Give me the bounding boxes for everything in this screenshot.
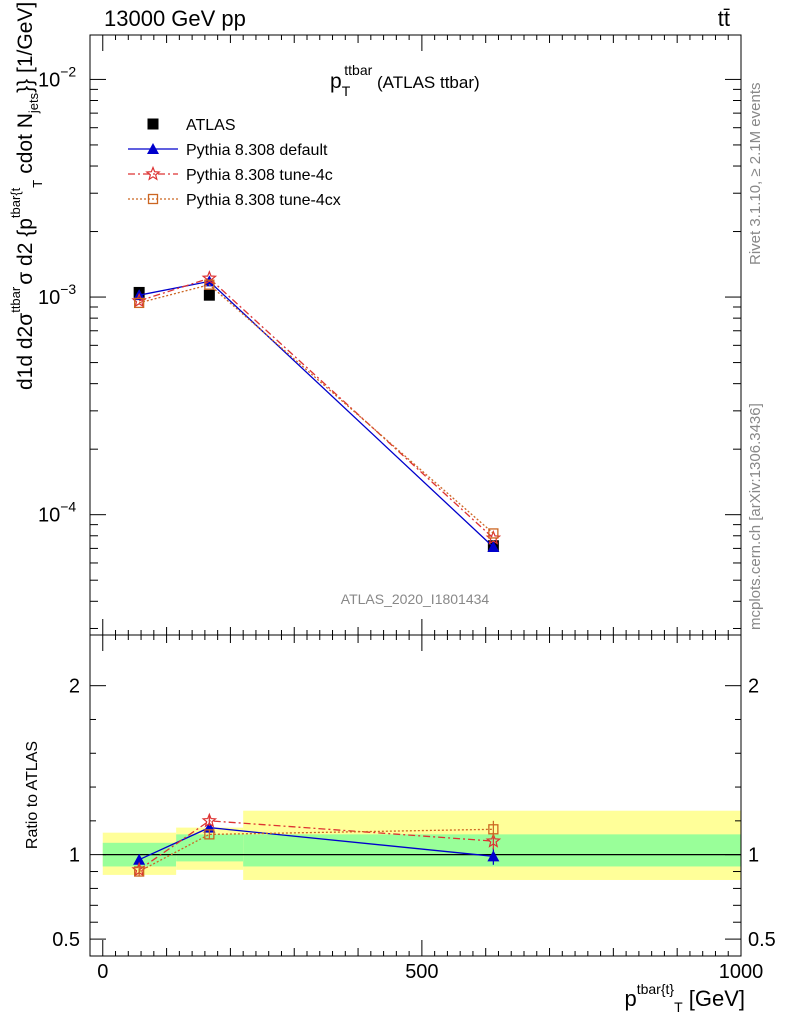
ylabel-tail: cdot N	[14, 113, 37, 174]
main-panel: 10−210−310−4 pTttbar (ATLAS ttbar) ATLAS…	[8, 2, 742, 636]
title-sub: T	[342, 83, 351, 99]
ratio-point	[488, 824, 499, 835]
data-point	[487, 541, 500, 553]
ratio-y-tick-label: 0.5	[52, 929, 80, 951]
ylabel-sub: T	[30, 180, 45, 188]
y-tick-label: 10−3	[38, 281, 76, 309]
legend-marker	[147, 193, 159, 205]
ratio-y-tick-label: 2	[69, 676, 80, 698]
main-ticks: 10−2 10−3 10−4	[38, 35, 742, 635]
ratio-point	[487, 850, 500, 862]
legend-label: ATLAS	[186, 117, 236, 134]
legend-label: Pythia 8.308 default	[186, 142, 328, 159]
ratio-point	[204, 829, 215, 840]
svg-text:d1d d2σttbarσ d2 {ptbar{tTcdot: d1d d2σttbarσ d2 {ptbar{t Tcdot Njets}} […	[8, 2, 45, 390]
xlabel-sup: tbar{t}	[637, 981, 675, 997]
ratio-y-tick-label-right: 0.5	[748, 929, 776, 951]
title-sup: ttbar	[344, 62, 372, 78]
ylabel-tailsub: jets	[26, 92, 41, 114]
legend-entry: Pythia 8.308 default	[128, 142, 328, 159]
series-line	[138, 277, 494, 539]
ratio-y-tick-label-right: 2	[748, 676, 759, 698]
legend-marker	[147, 118, 159, 130]
y-tick-exponent: −4	[60, 499, 76, 515]
ylabel-sup: ttbar	[8, 286, 23, 313]
ratio-point	[133, 866, 145, 877]
ratio-xlabel: ptbar{t} T [GeV]	[624, 981, 745, 1015]
series-pythia-8-308-tune-4cx	[133, 279, 499, 539]
xlabel-rest: [GeV]	[683, 986, 745, 1011]
rivet-label: Rivet 3.1.10, ≥ 2.1M events	[747, 83, 764, 266]
ratio-panel: 2 2 1 1 0.5 0.5 0 500 1000 Ratio to ATLAS ptbar{…	[24, 634, 776, 1015]
ratio-frame	[89, 634, 742, 957]
xlabel-p: p	[624, 986, 636, 1011]
ratio-series-pythia-8-308-tune-4cx	[133, 820, 499, 877]
legend-label: Pythia 8.308 tune-4c	[186, 167, 333, 184]
x-tick-label: 0	[97, 961, 108, 983]
main-series	[131, 270, 502, 553]
analysis-watermark: ATLAS_2020_I1801434	[341, 591, 490, 607]
header-process: tt̄	[718, 6, 730, 31]
data-point	[133, 297, 145, 309]
series-pythia-8-308-tune-4c	[131, 270, 502, 545]
ratio-point	[133, 853, 146, 865]
ylabel-mid: σ d2 {p	[14, 218, 37, 285]
x-tick-label: 1000	[719, 961, 764, 983]
ratio-point	[201, 812, 218, 828]
data-point	[201, 270, 218, 285]
title-rest: (ATLAS ttbar)	[372, 73, 479, 92]
ylabel-end: }} [1/GeV]	[14, 2, 37, 93]
legend-entry: Pythia 8.308 tune-4cx	[128, 192, 341, 209]
ratio-y-tick-label-right: 1	[748, 845, 759, 867]
series-atlas	[133, 286, 499, 552]
legend-marker	[145, 165, 161, 181]
ratio-bands	[102, 810, 742, 880]
main-ylabel: d1d d2σttbarσ d2 {ptbar{t Tcdot Njets}} […	[8, 2, 45, 390]
legend-marker	[147, 143, 159, 154]
main-title: pTttbar (ATLAS ttbar)	[330, 62, 480, 99]
series-pythia-8-308-default	[133, 275, 500, 553]
legend: ATLAS Pythia 8.308 default Pythia 8.308 tu…	[128, 117, 341, 209]
legend-label: Pythia 8.308 tune-4cx	[186, 192, 341, 209]
mcplots-label: mcplots.cern.ch [arXiv:1306.3436]	[747, 403, 764, 630]
y-tick-exponent: −3	[60, 281, 76, 297]
header-energy: 13000 GeV pp	[104, 6, 246, 31]
ratio-y-tick-label: 1	[69, 845, 80, 867]
ratio-line	[138, 828, 494, 873]
ratio-ticks: 2 2 1 1 0.5 0.5 0 500 1000	[52, 635, 776, 983]
ratio-ylabel: Ratio to ATLAS	[24, 741, 41, 849]
y-tick-label: 10−2	[38, 63, 76, 91]
legend-entry: ATLAS	[147, 117, 236, 134]
title-p: p	[330, 70, 342, 93]
y-tick-exponent: −2	[60, 63, 76, 79]
series-line	[138, 280, 494, 548]
y-tick-label: 10−4	[38, 499, 76, 527]
data-point	[204, 279, 215, 290]
ratio-point	[485, 832, 502, 848]
legend-entry: Pythia 8.308 tune-4c	[128, 165, 333, 184]
ylabel-midsup: tbar{t	[8, 187, 23, 218]
x-tick-label: 500	[405, 961, 438, 983]
ratio-series	[131, 812, 502, 877]
xlabel-sub: T	[674, 999, 683, 1015]
data-point	[203, 289, 215, 301]
data-point	[488, 528, 499, 539]
ylabel-fraction: d1d d2σ	[14, 313, 37, 390]
series-line	[138, 283, 494, 534]
